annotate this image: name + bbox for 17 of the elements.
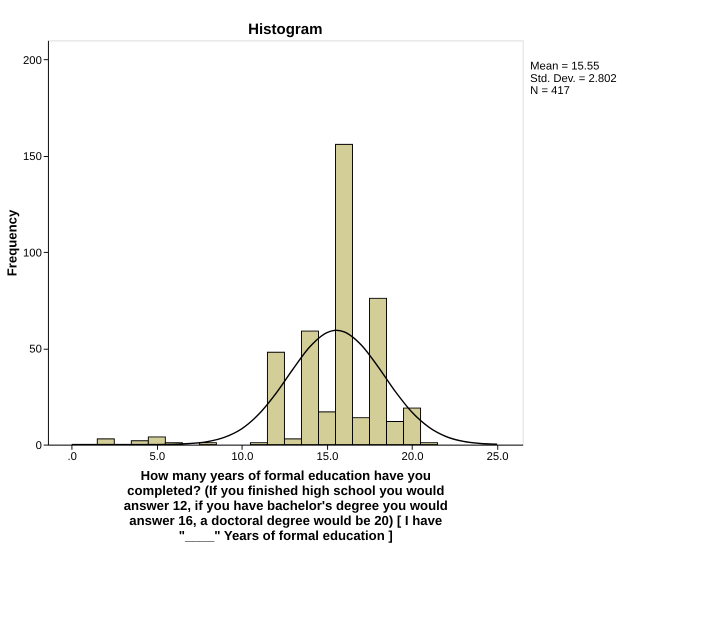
x-tick-label: 15.0 [316, 451, 338, 464]
text: Std. Dev. = 2.802 [530, 72, 617, 85]
x-tick-label: 5.0 [149, 451, 166, 464]
chart-title: Histogram [248, 20, 322, 38]
x-axis-title: How many years of formal education have you completed? (If you finished high school you would answer 12, if you have bachelor's degree you would answer 16, a doctoral degree would be 20) [ I have "____" Years of formal education ] [124, 468, 448, 544]
y-tick-label: 200 [23, 54, 42, 67]
text: Mean = 15.55 [530, 60, 600, 73]
y-tick-label: 100 [23, 247, 42, 260]
y-tick-label: 50 [29, 344, 42, 356]
x-tick-label: 20.0 [402, 451, 424, 464]
x-tick-label: 25.0 [486, 451, 509, 464]
y-axis-title: Frequency [4, 209, 20, 276]
text: N = 417 [530, 84, 570, 97]
y-tick-label: 0 [36, 440, 42, 452]
x-tick-label: .0 [68, 451, 77, 464]
x-tick-label: 10.0 [231, 451, 254, 464]
y-tick-label: 150 [23, 151, 42, 164]
